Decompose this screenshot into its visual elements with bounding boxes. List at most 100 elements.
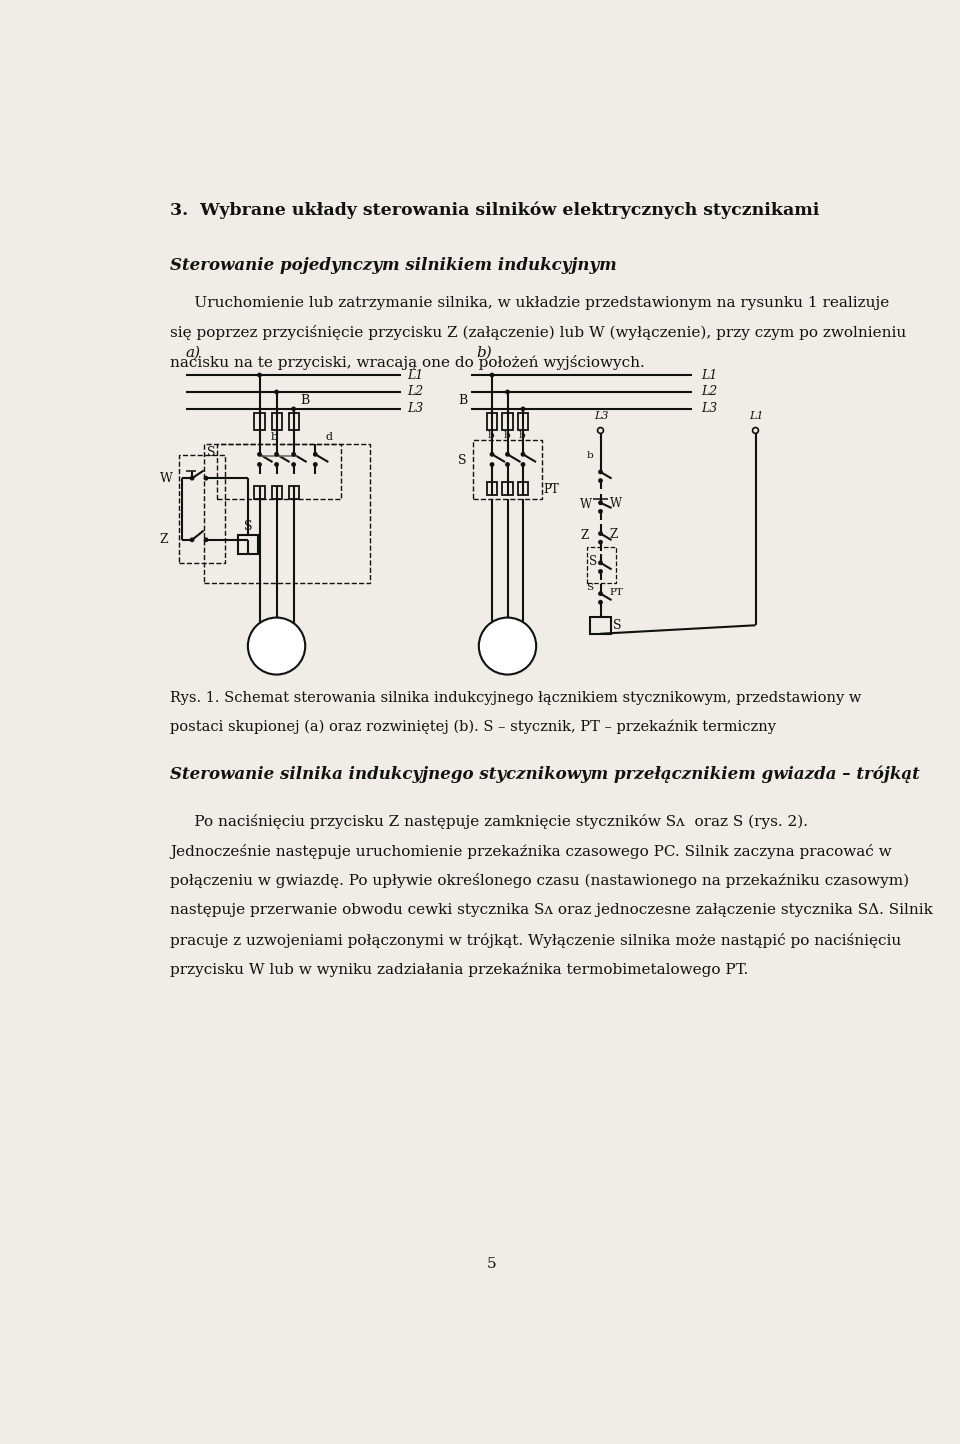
Circle shape [599, 510, 602, 513]
Circle shape [258, 374, 261, 377]
Circle shape [479, 618, 537, 674]
Text: b: b [503, 430, 510, 440]
Text: S: S [244, 520, 252, 533]
Circle shape [599, 570, 602, 573]
Text: L2: L2 [407, 386, 423, 399]
Bar [204, 443, 371, 583]
Bar [272, 485, 281, 500]
Text: Uruchomienie lub zatrzymanie silnika, w układzie przedstawionym na rysunku 1 rea: Uruchomienie lub zatrzymanie silnika, w … [170, 296, 890, 309]
Text: b: b [488, 430, 494, 440]
Text: a): a) [186, 345, 201, 360]
Text: L3: L3 [701, 403, 717, 416]
Text: Z: Z [159, 533, 168, 546]
Circle shape [292, 462, 296, 466]
Circle shape [275, 390, 278, 394]
Circle shape [599, 540, 602, 544]
Circle shape [599, 562, 602, 565]
Circle shape [292, 407, 296, 410]
Circle shape [599, 601, 602, 604]
Circle shape [599, 471, 602, 474]
Text: L1: L1 [701, 368, 717, 381]
Text: Z: Z [581, 529, 588, 542]
Text: 3∼: 3∼ [497, 647, 517, 660]
Bar [238, 536, 258, 553]
Bar [518, 482, 528, 495]
Text: L3: L3 [407, 403, 423, 416]
Text: L1: L1 [750, 412, 764, 422]
Circle shape [521, 452, 525, 456]
Bar [590, 617, 611, 634]
Bar [254, 485, 265, 500]
Circle shape [314, 462, 317, 466]
Circle shape [599, 531, 602, 536]
Bar [587, 547, 616, 583]
Text: Jednocześnie następuje uruchomienie przekaźnika czasowego PC. Silnik zaczyna pra: Jednocześnie następuje uruchomienie prze… [170, 843, 892, 859]
Text: M: M [499, 632, 516, 645]
Circle shape [258, 452, 261, 456]
Text: L1: L1 [407, 368, 423, 381]
Text: S: S [458, 453, 467, 466]
Text: W: W [159, 472, 173, 485]
Bar [502, 413, 513, 430]
Circle shape [491, 374, 493, 377]
Circle shape [248, 618, 305, 674]
Circle shape [753, 427, 758, 433]
Circle shape [521, 407, 525, 410]
Circle shape [597, 427, 604, 433]
Circle shape [314, 452, 317, 456]
Bar [217, 443, 341, 500]
Text: B: B [300, 394, 309, 407]
Circle shape [599, 501, 602, 504]
Text: nacisku na te przyciski, wracają one do położeń wyjściowych.: nacisku na te przyciski, wracają one do … [170, 355, 645, 370]
Bar [254, 413, 265, 430]
Circle shape [275, 462, 278, 466]
Text: S: S [589, 554, 597, 567]
Text: d: d [325, 432, 332, 442]
Text: L3: L3 [594, 412, 609, 422]
Text: PT: PT [543, 482, 559, 495]
Text: Rys. 1. Schemat sterowania silnika indukcyjnego łącznikiem stycznikowym, przedst: Rys. 1. Schemat sterowania silnika induk… [170, 690, 862, 705]
Circle shape [275, 452, 278, 456]
Text: L2: L2 [701, 386, 717, 399]
Circle shape [491, 462, 493, 466]
Bar [289, 485, 299, 500]
Text: B: B [458, 394, 468, 407]
Circle shape [491, 452, 493, 456]
Text: PT: PT [610, 588, 624, 598]
Text: W: W [610, 497, 622, 510]
Text: postaci skupionej (a) oraz rozwiniętej (b). S – stycznik, PT – przekaźnik termic: postaci skupionej (a) oraz rozwiniętej (… [170, 721, 777, 735]
Circle shape [204, 539, 207, 542]
Text: Sterowanie pojedynczym silnikiem indukcyjnym: Sterowanie pojedynczym silnikiem indukcy… [170, 257, 617, 274]
Circle shape [204, 477, 207, 479]
Bar [272, 413, 281, 430]
Circle shape [506, 390, 509, 394]
Text: następuje przerwanie obwodu cewki stycznika Sʌ oraz jednoczesne załączenie stycz: następuje przerwanie obwodu cewki styczn… [170, 902, 933, 917]
Bar [179, 455, 226, 563]
Bar [487, 482, 497, 495]
Text: M: M [268, 632, 285, 645]
Text: przycisku W lub w wyniku zadziałania przekaźnika termobimetalowego PT.: przycisku W lub w wyniku zadziałania prz… [170, 962, 749, 976]
Text: S: S [206, 446, 215, 459]
Text: 3.  Wybrane układy sterowania silników elektrycznych stycznikami: 3. Wybrane układy sterowania silników el… [170, 202, 820, 219]
Circle shape [258, 462, 261, 466]
Bar [289, 413, 299, 430]
Circle shape [190, 539, 194, 542]
Text: b): b) [476, 345, 492, 360]
Circle shape [506, 452, 509, 456]
Bar [518, 413, 528, 430]
Circle shape [190, 477, 194, 479]
Text: 3∼: 3∼ [267, 647, 286, 660]
Circle shape [506, 462, 509, 466]
Text: się poprzez przyciśnięcie przycisku Z (załączenie) lub W (wyłączenie), przy czym: się poprzez przyciśnięcie przycisku Z (z… [170, 325, 906, 341]
Bar [502, 482, 513, 495]
Text: 5: 5 [487, 1256, 497, 1271]
Text: Z: Z [610, 529, 618, 542]
Bar [473, 440, 541, 500]
Text: Po naciśnięciu przycisku Z następuje zamknięcie styczników Sʌ  oraz S (rys. 2).: Po naciśnięciu przycisku Z następuje zam… [170, 814, 808, 829]
Text: S: S [587, 583, 593, 592]
Text: W: W [581, 498, 592, 511]
Circle shape [521, 462, 525, 466]
Bar [487, 413, 497, 430]
Circle shape [292, 452, 296, 456]
Circle shape [599, 592, 602, 595]
